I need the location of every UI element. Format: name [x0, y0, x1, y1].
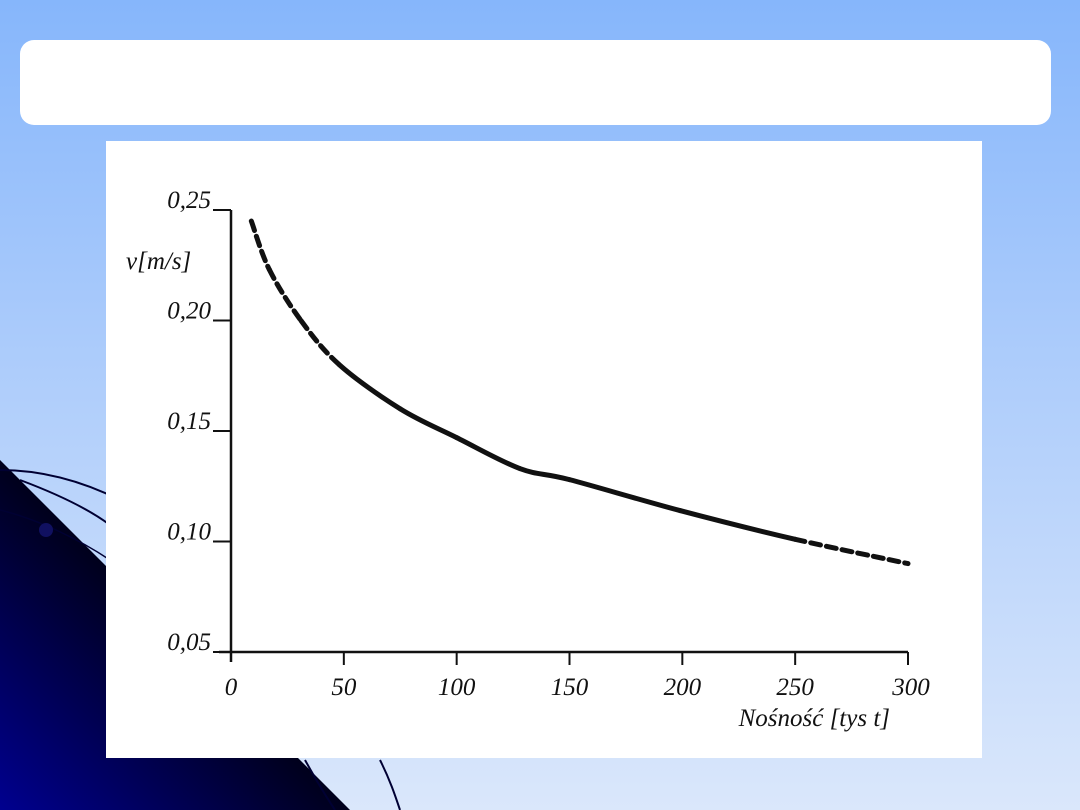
data-curve-segment	[454, 435, 523, 472]
curve-decoration	[304, 759, 336, 810]
data-curve-segment	[336, 362, 403, 412]
x-tick-label: 0	[225, 674, 238, 701]
y-tick-label: 0,05	[167, 629, 211, 656]
x-tick-label: 150	[551, 674, 589, 701]
data-curve-segment	[266, 267, 304, 323]
x-tick-label: 200	[664, 674, 702, 701]
y-tick-label: 0,20	[167, 298, 211, 325]
data-curve-segment	[567, 477, 683, 514]
x-tick-label: 250	[776, 674, 814, 701]
slide-title-bar	[20, 40, 1051, 125]
x-tick-label: 300	[891, 674, 930, 701]
curve-decoration	[0, 509, 111, 561]
data-curve-segment	[298, 318, 342, 368]
data-curve-segment	[517, 466, 572, 483]
y-tick-label: 0,25	[167, 187, 211, 214]
chart: 0,05 0,10 0,15 0,20 0,25 0 50 100 150 200 250 300 v…	[126, 187, 930, 732]
x-axis-label: Nośność [tys t]	[738, 705, 890, 732]
data-curve-segment	[677, 508, 798, 542]
x-tick-label: 100	[438, 674, 476, 701]
data-curve-segment	[792, 536, 911, 567]
y-tick-label: 0,15	[167, 408, 211, 435]
dot-decoration	[39, 523, 53, 537]
curve-decoration	[379, 759, 401, 810]
x-tick-label: 50	[331, 674, 357, 701]
chart-panel: 0,05 0,10 0,15 0,20 0,25 0 50 100 150 200 250 300 v…	[106, 141, 982, 758]
data-curve-segment	[248, 218, 272, 273]
y-tick-label: 0,10	[167, 519, 211, 546]
y-axis-label: v[m/s]	[126, 248, 191, 275]
data-curve-segment	[397, 406, 460, 441]
curve-decoration	[19, 479, 111, 526]
